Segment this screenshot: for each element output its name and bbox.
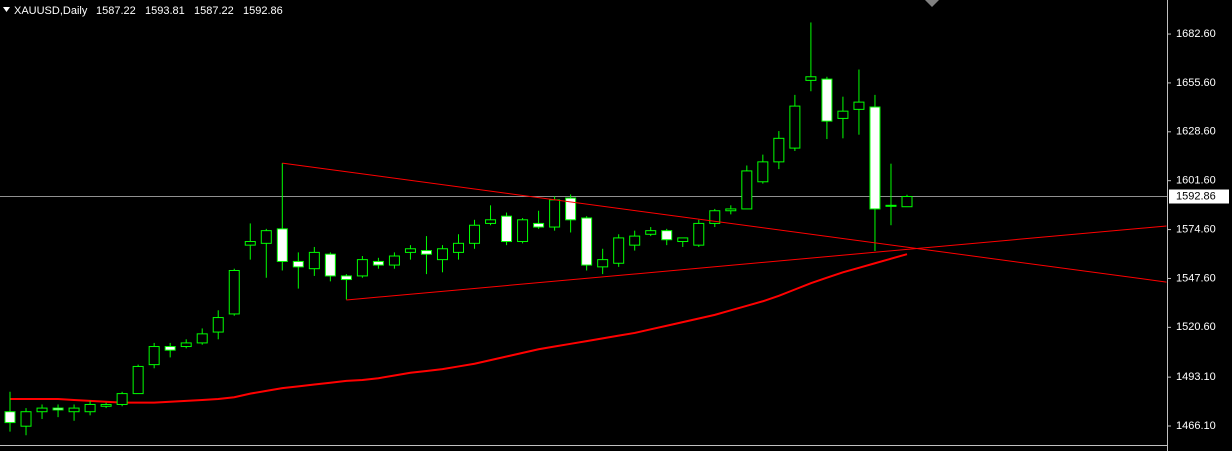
candle-body [292,260,304,268]
candle-body [244,241,256,246]
moving-average [10,253,908,404]
candle-body [388,255,400,266]
candle-body [196,333,208,344]
candle-body [501,215,513,243]
candle-body [132,365,144,395]
chart-title: XAUUSD,Daily [14,5,88,17]
candle-body [436,248,448,261]
candle-body [20,411,32,427]
candle-body [869,106,881,210]
candle-body [404,248,416,253]
candle-body [212,317,224,333]
candle-body [613,237,625,264]
trendline [282,162,1167,283]
candle-body [84,403,96,413]
candle-body [581,217,593,266]
menu-arrow[interactable] [3,7,10,12]
y-tick-label: 1493.10 [1176,371,1216,383]
header-close: 1592.86 [243,5,283,17]
candle-body [597,259,609,268]
candle-body [100,403,112,407]
candle-body [4,411,16,424]
candle-body [356,259,368,277]
candle-body [148,346,160,366]
candle-body [308,251,320,270]
ohlc-header: 1587.22 1593.81 1587.22 1592.86 [96,5,283,17]
y-tick-label: 1520.60 [1176,321,1216,333]
candle-body [805,76,817,81]
header-high: 1593.81 [145,5,185,17]
candle-body [453,242,464,253]
candle-body [52,407,64,411]
header-low: 1587.22 [194,5,234,17]
candle-body [645,230,657,235]
y-tick-label: 1466.10 [1176,420,1216,432]
plot-area [0,22,1167,436]
y-tick-label: 1574.60 [1176,223,1216,235]
candle-body [340,275,352,281]
current-price-label: 1592.86 [1176,190,1216,202]
candle-body [68,407,80,413]
candle-body [324,253,336,277]
candle-body [773,137,785,163]
candle-body [36,407,48,413]
candle-body [693,222,705,246]
candle-body [228,269,240,315]
candle-body [709,210,721,224]
candle-body [821,78,833,122]
candle-body [260,230,272,244]
candle-body [677,237,689,243]
candle-body [372,260,384,266]
candle-body [661,230,673,241]
candle-body [741,170,753,210]
candle-body [116,393,128,405]
y-tick-label: 1682.60 [1176,28,1216,40]
candle-body [485,219,497,224]
candle-body [837,110,849,119]
current-price-box [1169,189,1229,204]
candle-body [757,161,769,183]
candle-body [901,196,913,208]
candle-body [276,228,288,262]
candle-body [789,105,801,149]
candle-body [469,224,481,244]
shift-marker [925,0,939,7]
candle-body [533,222,545,228]
candle-body [853,101,865,110]
y-tick-label: 1628.60 [1176,126,1216,138]
trendline [346,225,1167,301]
candle-body [180,342,192,348]
y-tick-label: 1547.60 [1176,272,1216,284]
candle-body [517,219,529,243]
candle-body [164,346,176,351]
candle-body [549,199,561,228]
candle-body [420,250,432,255]
candle-body [565,197,577,221]
candle-body [885,204,897,207]
header-open: 1587.22 [96,5,136,17]
candle-body [725,208,737,212]
y-tick-label: 1655.60 [1176,77,1216,89]
y-tick-label: 1601.60 [1176,175,1216,187]
candle-body [629,235,641,246]
